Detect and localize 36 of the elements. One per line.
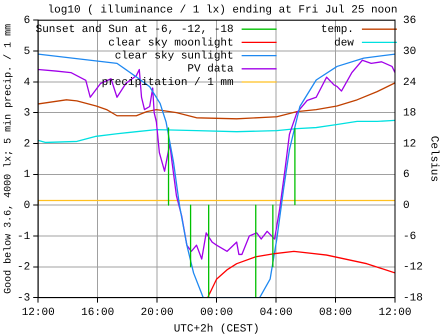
x-tick-label: 00:00 xyxy=(200,307,234,320)
y2-tick-label: 30 xyxy=(402,46,416,58)
y2-tick-label: -6 xyxy=(402,230,416,243)
x-tick-label: 20:00 xyxy=(140,307,174,320)
x-tick-label: 16:00 xyxy=(81,307,114,320)
y-tick-label: -3 xyxy=(17,292,30,305)
y2-axis-title: Celsius xyxy=(427,136,440,182)
y2-tick-label: -18 xyxy=(402,292,423,305)
legend-label: clear sky moonlight xyxy=(108,37,234,50)
x-axis-title: UTC+2h (CEST) xyxy=(174,323,260,335)
y-tick-label: -2 xyxy=(17,262,30,274)
y2-tick-label: 6 xyxy=(402,169,410,182)
y2-tick-label: 12 xyxy=(402,138,416,150)
y2-tick-label: 36 xyxy=(402,15,416,28)
legend-label: PV data xyxy=(187,64,234,76)
y-tick-label: 4 xyxy=(24,76,31,89)
legend-label: dew xyxy=(334,37,354,50)
y-tick-label: 5 xyxy=(24,46,30,58)
chart-title: log10 ( illuminance / 1 lx) ending at Fri Jul 25 noon xyxy=(48,4,398,17)
y-tick-label: 6 xyxy=(24,15,30,28)
y-axis-title: Good below 3.6, 4000 lx; 5 min precip. / 1 mm xyxy=(2,24,15,294)
y-tick-label: 1 xyxy=(24,169,31,182)
legend-label: clear sky sunlight xyxy=(114,50,234,63)
y2-tick-label: 0 xyxy=(402,200,410,212)
x-tick-label: 04:00 xyxy=(260,307,293,320)
x-tick-label: 12:00 xyxy=(378,307,412,320)
y2-tick-label: -12 xyxy=(402,262,423,274)
y-tick-label: -1 xyxy=(17,230,31,243)
y-tick-label: 0 xyxy=(24,200,30,212)
legend-label: temp. xyxy=(320,24,354,36)
x-tick-label: 08:00 xyxy=(319,307,352,320)
y2-tick-label: 24 xyxy=(402,76,417,89)
y-tick-label: 2 xyxy=(24,138,30,150)
y2-tick-label: 18 xyxy=(402,108,416,120)
y-tick-label: 3 xyxy=(24,108,30,120)
x-tick-label: 12:00 xyxy=(22,307,55,320)
